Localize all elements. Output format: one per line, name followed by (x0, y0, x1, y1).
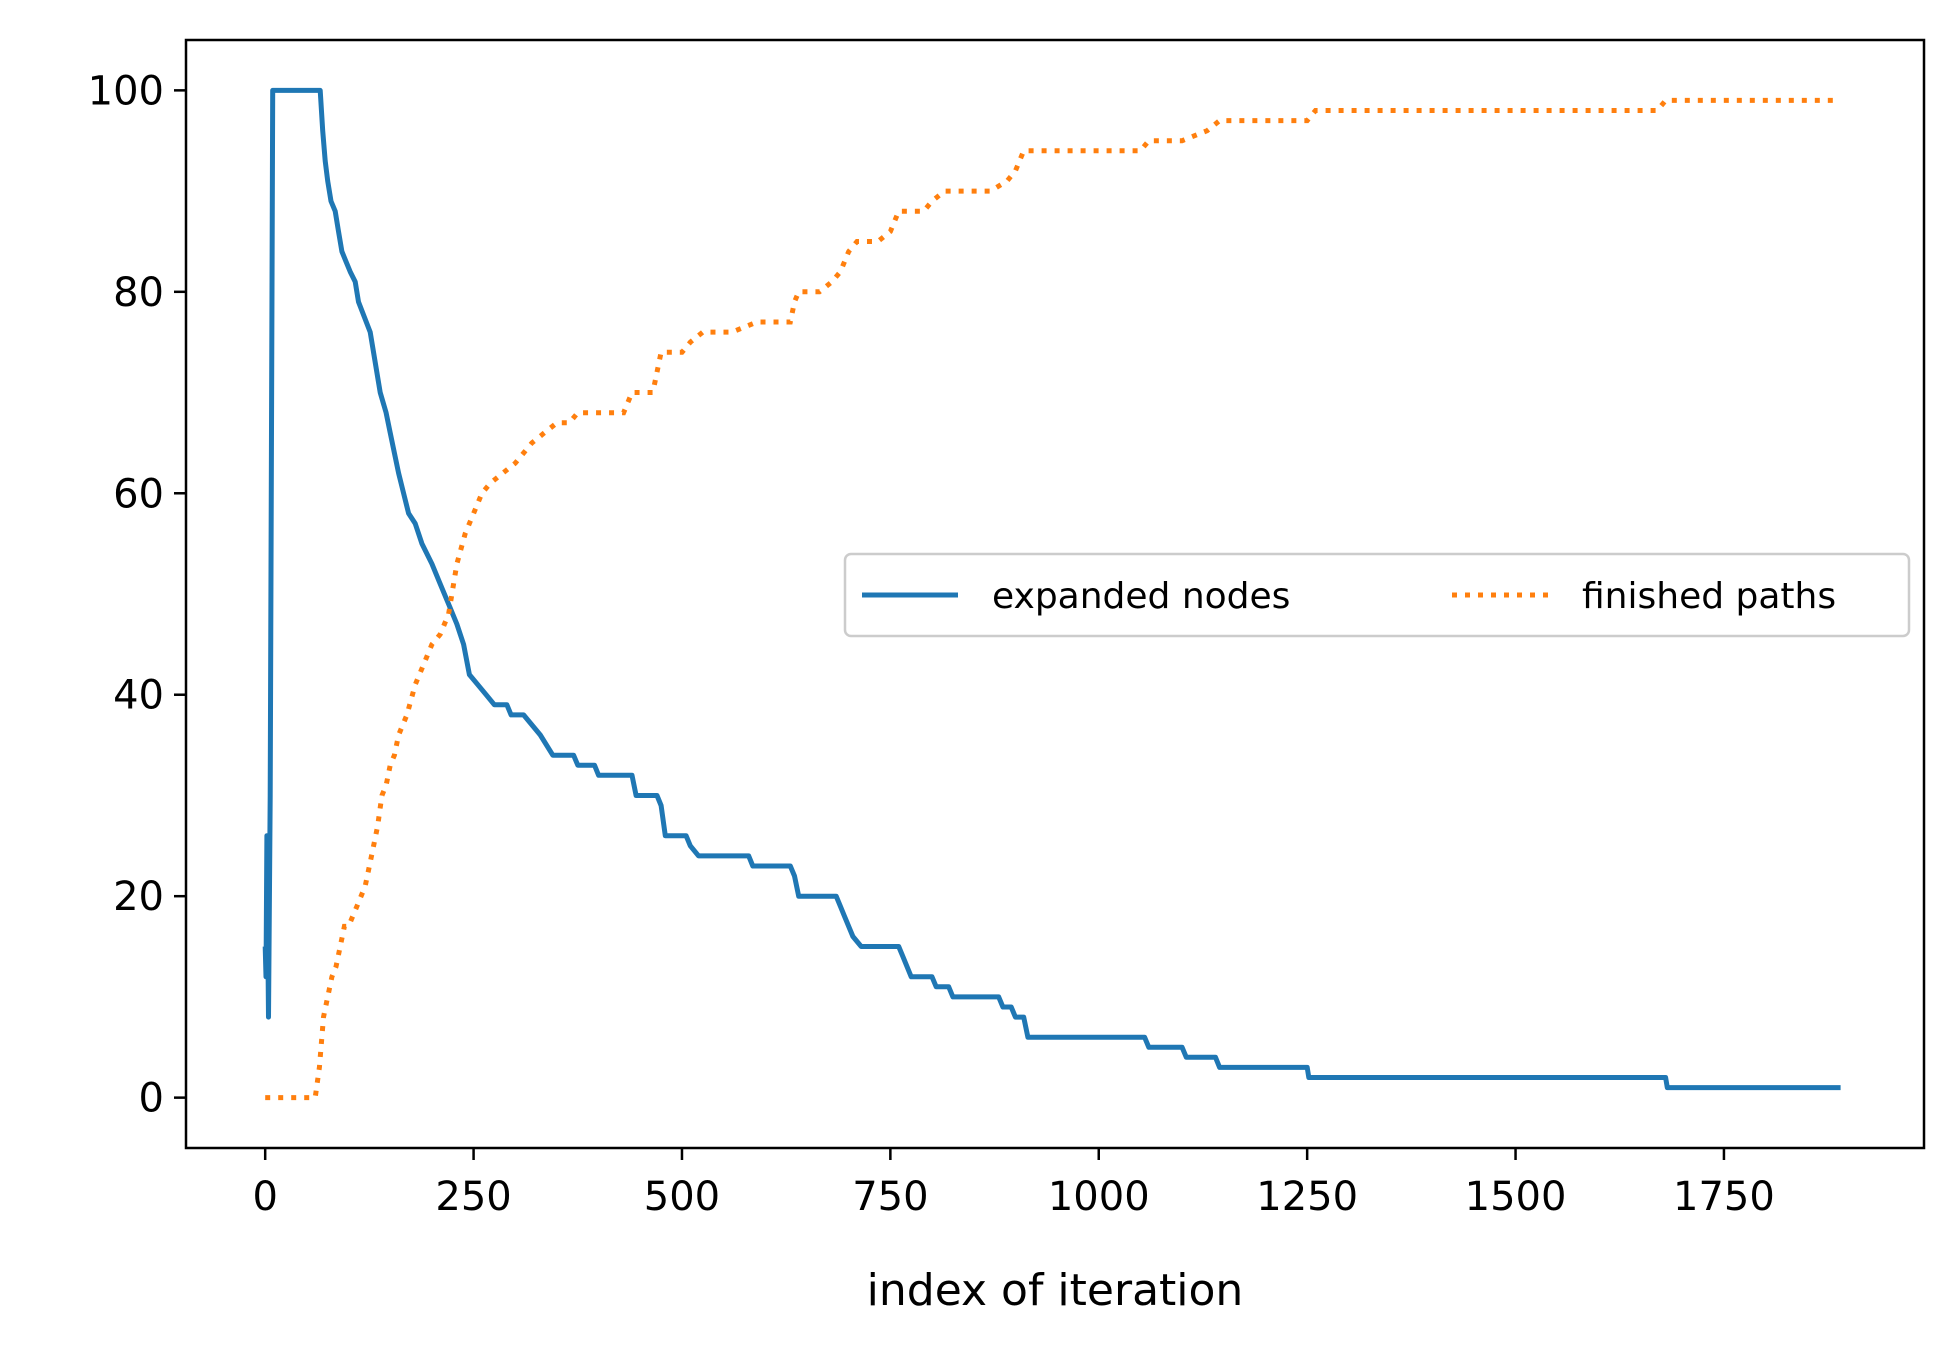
x-tick-label: 0 (252, 1174, 277, 1220)
x-tick-label: 750 (852, 1174, 928, 1220)
x-tick-label: 250 (435, 1174, 511, 1220)
y-tick-label: 40 (113, 673, 164, 719)
legend-box (843, 552, 1911, 638)
series-line-expanded-nodes (262, 87, 1841, 1091)
legend: expanded nodes finished paths (843, 552, 1911, 638)
y-tick-label: 100 (88, 68, 164, 114)
y-tick-label: 0 (139, 1076, 164, 1122)
y-tick-label: 60 (113, 471, 164, 517)
x-tick-label: 1000 (1048, 1174, 1150, 1220)
x-axis-title: index of iteration (867, 1265, 1244, 1316)
legend-label: expanded nodes (992, 576, 1290, 617)
axes-layer: 0 250 500 750 1000 1250 1500 1750 0 20 40 60 80 100 (88, 38, 1926, 1220)
x-tick-label: 1500 (1465, 1174, 1567, 1220)
series-layer (262, 87, 1841, 1101)
x-tick-label: 1250 (1256, 1174, 1358, 1220)
y-tick-label: 80 (113, 270, 164, 316)
x-tick-label: 1750 (1673, 1174, 1775, 1220)
series-line-finished-paths (265, 97, 1841, 1101)
x-tick-label: 500 (644, 1174, 720, 1220)
plot-frame (184, 38, 1926, 1150)
y-tick-label: 20 (113, 874, 164, 920)
legend-label: finished paths (1582, 576, 1836, 617)
